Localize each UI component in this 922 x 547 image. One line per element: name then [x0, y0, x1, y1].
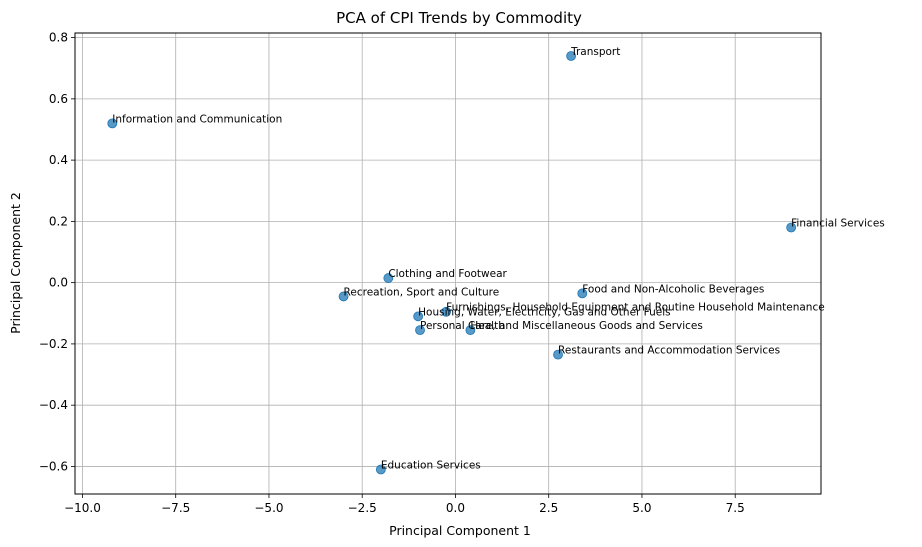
point-label: Personal Care, and Miscellaneous Goods a… [420, 320, 703, 332]
point-label: Transport [570, 46, 620, 58]
point-label: Education Services [381, 459, 481, 471]
data-point [383, 273, 394, 283]
point-label: Information and Communication [112, 113, 282, 125]
plot-background [75, 33, 821, 494]
y-axis-label: Principal Component 2 [8, 192, 23, 334]
data-points [107, 51, 797, 475]
x-axis-ticks: −10.0 −7.5 −5.0 −2.5 0.0 2.5 5.0 7.5 [64, 494, 745, 515]
point-label: Housing, Water, Electricity, Gas and Oth… [418, 306, 671, 318]
x-tick-label: −7.5 [161, 501, 190, 515]
data-point [786, 222, 797, 233]
data-point [107, 118, 118, 129]
grid [75, 33, 821, 494]
y-tick-label: 0.6 [49, 92, 68, 106]
x-tick-label: 7.5 [726, 501, 745, 515]
y-axis-ticks: −0.6 −0.4 −0.2 0.0 0.2 0.4 0.6 0.8 [39, 31, 75, 473]
point-label: Food and Non-Alcoholic Beverages [582, 283, 764, 295]
point-label: Clothing and Footwear [388, 268, 507, 280]
y-tick-label: −0.2 [39, 337, 68, 351]
chart-title: PCA of CPI Trends by Commodity [336, 9, 582, 27]
x-tick-label: −10.0 [64, 501, 101, 515]
y-tick-label: −0.6 [39, 459, 68, 473]
data-point [338, 291, 349, 302]
data-point [566, 51, 576, 61]
point-labels: Transport Information and Communication Fi… [112, 46, 884, 472]
data-point [441, 306, 452, 317]
data-point [375, 464, 386, 475]
x-tick-label: −5.0 [254, 501, 283, 515]
point-label: Financial Services [791, 218, 885, 230]
y-tick-label: 0.4 [49, 153, 68, 167]
y-tick-label: −0.4 [39, 398, 68, 412]
point-label: Recreation, Sport and Culture [344, 286, 500, 298]
x-axis-label: Principal Component 1 [389, 523, 531, 538]
point-label: Restaurants and Accommodation Services [558, 345, 780, 357]
y-tick-label: 0.2 [49, 214, 68, 228]
x-tick-label: −2.5 [348, 501, 377, 515]
x-tick-label: 5.0 [632, 501, 651, 515]
data-point [465, 325, 476, 336]
data-point [553, 349, 563, 360]
x-tick-label: 0.0 [446, 501, 465, 515]
data-point [415, 325, 425, 336]
x-tick-label: 2.5 [539, 501, 558, 515]
point-label: Furnishings, Household Equipment and Rou… [446, 302, 825, 314]
y-tick-label: 0.0 [49, 276, 68, 290]
point-label: Health [470, 320, 504, 332]
data-point [577, 288, 588, 299]
plot-frame [74, 32, 822, 495]
y-tick-label: 0.8 [49, 31, 68, 45]
data-point [413, 311, 424, 322]
